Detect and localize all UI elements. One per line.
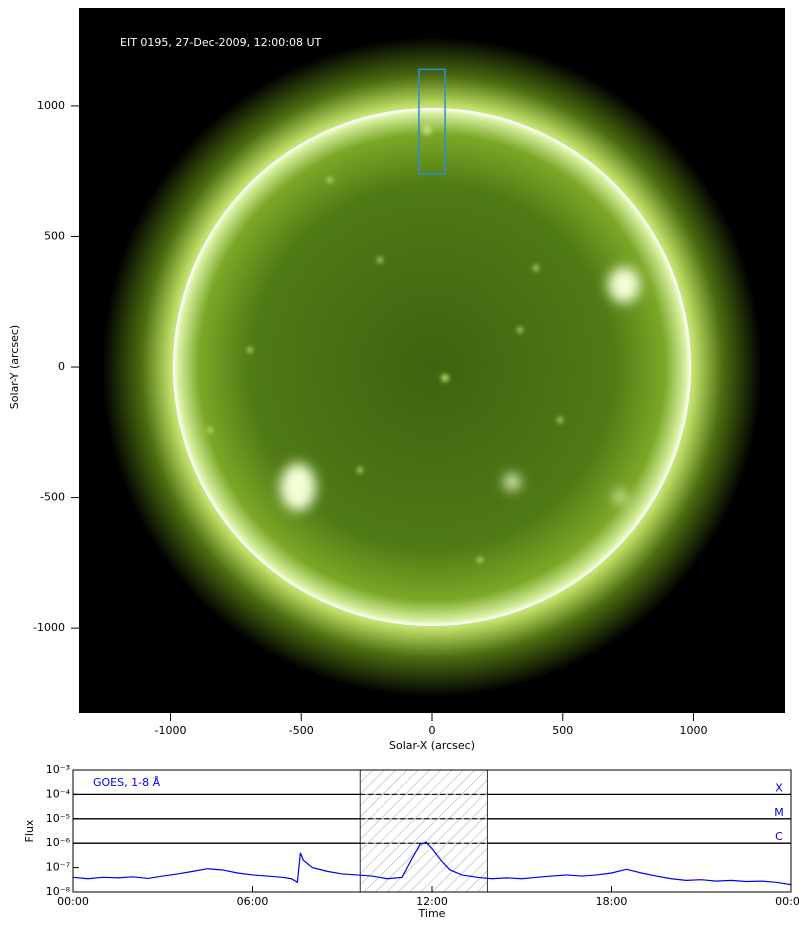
y-tick-label: 10⁻³ <box>46 763 70 776</box>
y-axis-label: Flux <box>23 819 36 842</box>
flare-class: X <box>775 781 783 794</box>
series-label: GOES, 1-8 Å <box>93 776 161 789</box>
y-tick-label: 10⁻⁷ <box>46 861 70 874</box>
x-tick-label: 0 <box>429 724 436 737</box>
highlight-window <box>359 769 488 893</box>
y-tick-label: 10⁻⁶ <box>46 836 71 849</box>
x-tick-label: -1000 <box>155 724 187 737</box>
x-tick-label: -500 <box>289 724 314 737</box>
y-tick-label: 0 <box>58 360 65 373</box>
plot-frame <box>72 769 792 893</box>
image-annotation: EIT 0195, 27-Dec-2009, 12:00:08 UT <box>120 36 322 49</box>
flare-class: C <box>775 830 783 843</box>
x-axis-label: Solar-X (arcsec) <box>389 739 475 752</box>
y-tick-label: 10⁻⁸ <box>46 885 71 898</box>
solar-image <box>79 8 785 713</box>
y-tick-label: 10⁻⁵ <box>46 812 70 825</box>
y-axis-label: Solar-Y (arcsec) <box>8 325 21 409</box>
x-tick-label: 00:00 <box>775 895 799 908</box>
x-tick-label: 12:00 <box>416 895 448 908</box>
x-tick-label: 00:00 <box>57 895 89 908</box>
x-tick-label: 500 <box>552 724 573 737</box>
flare-class: M <box>774 806 784 819</box>
x-tick-label: 1000 <box>679 724 707 737</box>
y-tick-label: -1000 <box>33 621 65 634</box>
y-tick-label: 500 <box>44 229 65 242</box>
x-tick-label: 06:00 <box>237 895 269 908</box>
flux-line <box>72 841 792 886</box>
y-tick-label: -500 <box>40 491 65 504</box>
y-tick-label: 1000 <box>37 99 65 112</box>
y-tick-label: 10⁻⁴ <box>46 787 71 800</box>
x-axis-label: Time <box>418 907 446 920</box>
region-box <box>418 68 446 175</box>
x-tick-label: 18:00 <box>596 895 628 908</box>
